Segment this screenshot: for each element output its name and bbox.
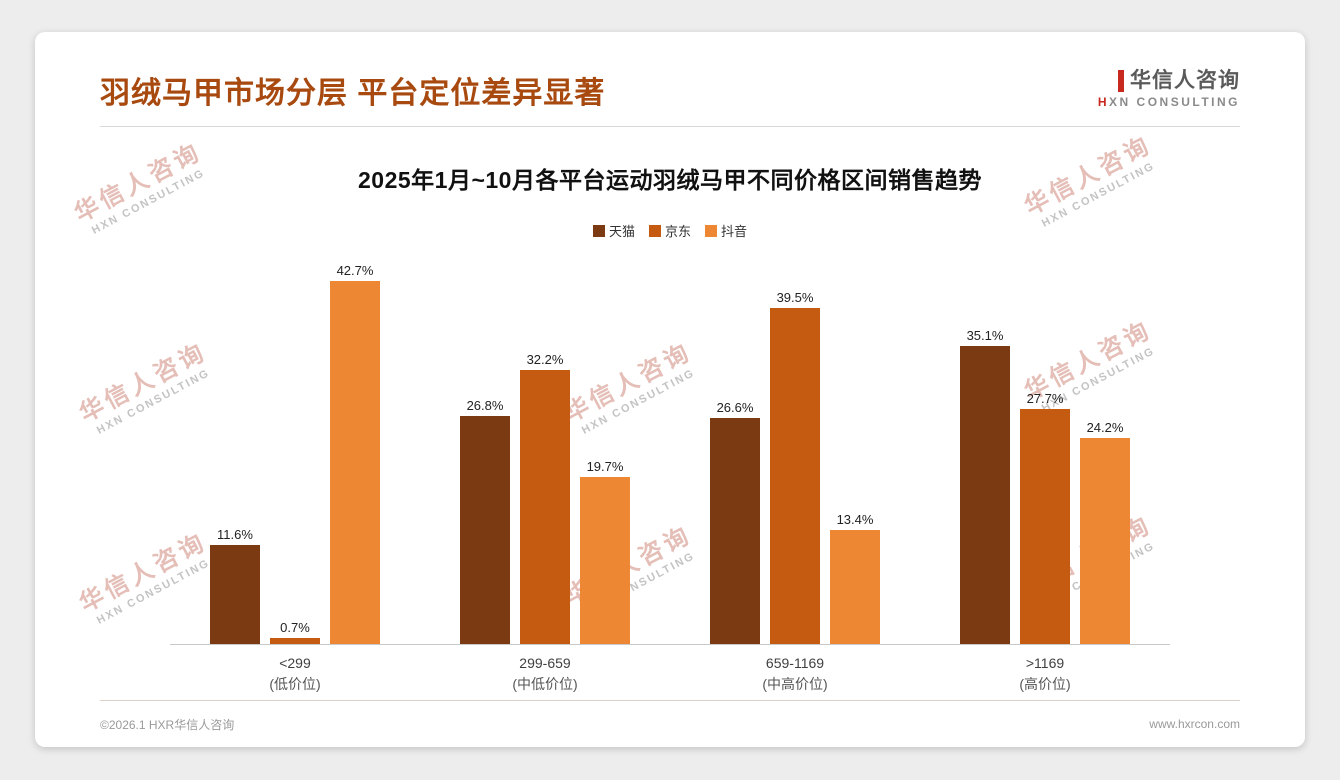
bar-value-label: 27.7% [1026, 390, 1064, 406]
category-label-sub: (中高价位) [762, 676, 828, 692]
category-label-main: 659-1169 [765, 655, 825, 671]
logo-name: 华信人咨询 [1130, 69, 1240, 92]
category-label: 659-1169 (中高价位) [670, 653, 920, 695]
legend-label: 抖音 [721, 224, 748, 239]
bar-rect [1020, 408, 1070, 644]
category-label-sub: (低价位) [269, 676, 321, 692]
bar-value-label: 32.2% [526, 352, 564, 368]
bar: 11.6% [210, 527, 260, 644]
bar-rect [960, 345, 1010, 644]
bar-value-label: 26.6% [716, 399, 754, 415]
bar-rect [460, 416, 510, 644]
bar-value-label: 39.5% [776, 290, 814, 306]
bar-group: 26.8% 32.2% 19.7% [420, 352, 670, 644]
bar-group: 11.6% 0.7% 42.7% [170, 263, 420, 644]
bar-rect [330, 281, 380, 644]
bar-rect [520, 370, 570, 644]
page-title: 羽绒马甲市场分层 平台定位差异显著 [100, 77, 606, 110]
bar: 27.7% [1020, 391, 1070, 644]
bar-value-label: 11.6% [217, 527, 253, 543]
bar: 26.8% [460, 398, 510, 644]
category-label: 299-659 (中低价位) [420, 653, 670, 695]
footer-website: www.hxrcon.com [1149, 717, 1240, 731]
category-label-sub: (高价位) [1019, 676, 1071, 692]
bar-rect [710, 417, 760, 644]
slide-content: 羽绒马甲市场分层 平台定位差异显著 华信人咨询 HXN CONSULTING 2… [35, 32, 1305, 747]
legend-item: 抖音 [705, 221, 747, 240]
bar-value-label: 26.8% [466, 398, 504, 414]
bar-value-label: 13.4% [836, 512, 874, 528]
bar-group: 35.1% 27.7% 24.2% [920, 328, 1170, 644]
bar: 26.6% [710, 400, 760, 644]
bar-value-label: 0.7% [280, 620, 310, 636]
footer-copyright: ©2026.1 HXR华信人咨询 [100, 717, 235, 732]
legend-swatch-icon [592, 224, 605, 237]
logo-subtitle: HXN CONSULTING [1097, 95, 1240, 110]
bar-rect [1080, 438, 1130, 644]
category-label-sub: (中低价位) [512, 676, 578, 692]
chart-categories: <299 (低价位) 299-659 (中低价位) 659-1169 (中高价位) >116… [170, 653, 1170, 695]
category-label: >1169 (高价位) [920, 653, 1170, 695]
bar-value-label: 35.1% [966, 327, 1004, 343]
logo: 华信人咨询 HXN CONSULTING [1098, 68, 1240, 110]
bar-rect [270, 638, 320, 644]
category-label-main: >1169 [1025, 655, 1065, 671]
bar: 19.7% [580, 459, 630, 644]
bar-rect [210, 545, 260, 644]
bar: 42.7% [330, 263, 380, 644]
slide-card: 华信人咨询 HXN CONSULTING 华信人咨询 HXN CONSULTIN… [35, 32, 1305, 747]
legend-item: 天猫 [592, 221, 635, 240]
bar: 35.1% [960, 328, 1010, 644]
bar-rect [770, 308, 820, 644]
bar-value-label: 19.7% [586, 458, 624, 474]
category-label: <299 (低价位) [170, 653, 420, 695]
header-divider [100, 126, 1240, 127]
bar: 0.7% [270, 620, 320, 644]
bar-group: 26.6% 39.5% 13.4% [670, 290, 920, 644]
bar-value-label: 24.2% [1086, 420, 1124, 436]
bar: 13.4% [830, 512, 880, 644]
legend-item: 京东 [648, 221, 691, 240]
bar-rect [830, 530, 880, 644]
legend-swatch-icon [705, 224, 717, 237]
logo-mark-icon [1118, 69, 1124, 92]
bar-value-label: 42.7% [336, 263, 374, 279]
chart-title: 2025年1月~10月各平台运动羽绒马甲不同价格区间销售趋势 [358, 167, 982, 193]
bar: 24.2% [1080, 420, 1130, 644]
logo-top: 华信人咨询 [1098, 68, 1240, 93]
chart-plot: 11.6% 0.7% 42.7% 26.8% 32.2% 19.7% 26.6% 39.5% 1… [170, 254, 1170, 645]
legend-swatch-icon [648, 224, 661, 237]
legend-label: 天猫 [608, 224, 635, 239]
category-label-main: 299-659 [519, 655, 571, 671]
bar: 39.5% [770, 290, 820, 644]
bar: 32.2% [520, 352, 570, 644]
footer: ©2026.1 HXR华信人咨询 www.hxrcon.com [100, 700, 1240, 747]
bar-rect [580, 476, 630, 644]
chart-legend: 天猫 京东 抖音 [35, 221, 1305, 240]
legend-label: 京东 [664, 224, 691, 239]
header: 羽绒马甲市场分层 平台定位差异显著 华信人咨询 HXN CONSULTING [35, 32, 1305, 112]
category-label-main: <299 [279, 655, 311, 671]
